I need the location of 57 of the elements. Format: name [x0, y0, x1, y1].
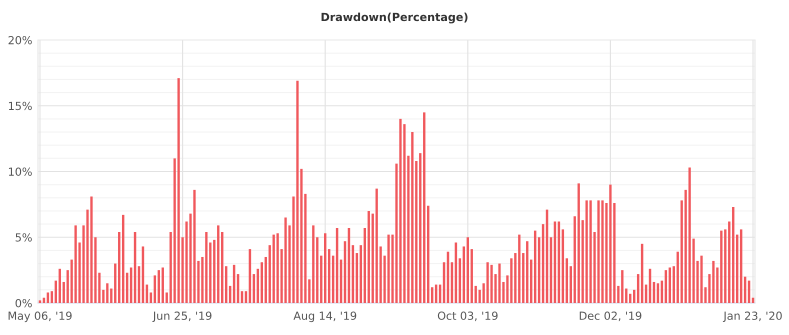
y-tick-label: 20% — [8, 36, 32, 44]
x-tick-label: Dec 02, '19 — [580, 312, 642, 322]
x-tick-label: Oct 03, '19 — [438, 312, 498, 322]
y-tick-label: 5% — [16, 233, 32, 242]
bar — [177, 78, 180, 303]
bar — [640, 244, 644, 303]
bar — [558, 221, 560, 303]
y-tick-label: 15% — [8, 102, 32, 110]
x-tick-label: Aug 14, '19 — [293, 312, 356, 322]
bar — [589, 200, 592, 303]
bar — [466, 237, 469, 303]
bar — [585, 200, 588, 303]
bar — [284, 218, 287, 303]
bar — [526, 241, 528, 303]
bar — [217, 225, 220, 303]
bar — [232, 264, 236, 303]
bar — [162, 267, 164, 303]
bar — [46, 292, 50, 303]
bar — [122, 214, 124, 303]
bar — [534, 230, 536, 303]
x-tick-label: May 06, '19 — [8, 312, 72, 322]
bar — [578, 183, 580, 303]
bar — [732, 207, 734, 303]
y-tick-label: 0% — [16, 298, 32, 308]
bar — [248, 249, 252, 303]
bar — [668, 267, 672, 303]
bar — [486, 262, 489, 303]
bar — [688, 168, 691, 303]
bar — [664, 270, 668, 303]
x-tick-label: Jun 25, '19 — [152, 312, 212, 322]
bar — [740, 229, 742, 303]
bar — [387, 234, 390, 303]
bar — [312, 225, 314, 303]
bar — [158, 270, 160, 303]
bar — [205, 232, 208, 303]
bar — [324, 233, 326, 303]
bar — [106, 283, 109, 303]
bar — [712, 260, 715, 303]
chart-title: Drawdown(Percentage) — [322, 12, 468, 24]
bar — [74, 225, 77, 303]
bar — [336, 228, 338, 303]
bar — [720, 230, 723, 303]
y-tick-label: 10% — [8, 167, 32, 176]
bar — [423, 112, 426, 303]
x-tick-label: Jan 23, '20 — [722, 312, 782, 322]
bar — [490, 264, 493, 303]
bar — [272, 234, 275, 303]
bar — [454, 242, 458, 303]
bar — [58, 268, 61, 303]
bar — [434, 284, 438, 303]
bar — [276, 233, 279, 303]
bar — [621, 270, 624, 303]
bar — [518, 234, 520, 303]
bar — [609, 184, 612, 303]
bar — [411, 132, 414, 303]
bar — [376, 188, 378, 303]
bar — [368, 210, 370, 303]
